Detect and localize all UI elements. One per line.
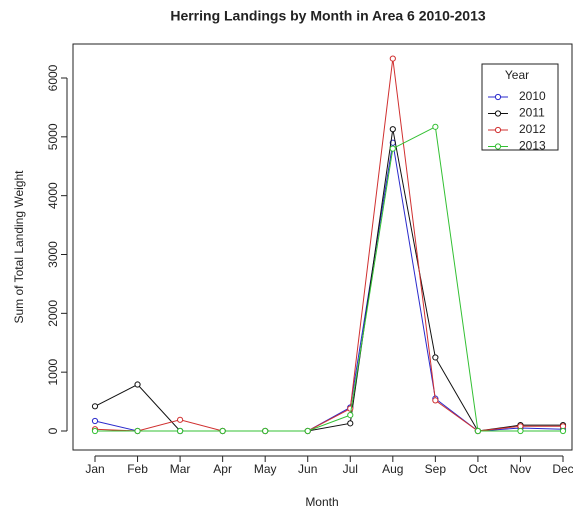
legend-marker <box>494 93 502 101</box>
point <box>517 427 524 435</box>
y-tick-label: 1000 <box>46 358 60 385</box>
x-tick-label: Dec <box>552 462 573 476</box>
plot-frame <box>72 43 573 451</box>
series-line <box>95 126 563 432</box>
point <box>262 427 269 435</box>
x-tick-label: Jan <box>85 462 104 476</box>
legend-label: 2012 <box>519 122 546 136</box>
point <box>134 381 141 388</box>
x-tick-label: Oct <box>469 462 488 476</box>
point <box>432 354 439 361</box>
series-line <box>94 142 564 432</box>
y-tick-label: 5000 <box>46 123 60 150</box>
x-axis-label: Month <box>305 495 338 509</box>
point <box>474 427 482 435</box>
point <box>134 427 141 435</box>
y-tick-label: 4000 <box>46 182 60 209</box>
y-tick-label: 3000 <box>46 241 60 268</box>
x-tick-label: Sep <box>425 462 447 476</box>
series-line <box>94 58 563 432</box>
x-tick-label: Aug <box>382 462 403 476</box>
legend-box <box>481 63 559 151</box>
x-tick-label: Apr <box>213 462 232 476</box>
x-tick-label: Jun <box>298 462 317 476</box>
point <box>176 427 184 435</box>
point <box>432 397 439 404</box>
point <box>91 427 99 435</box>
legend-marker <box>494 110 502 117</box>
point <box>432 123 439 130</box>
x-tick-label: May <box>254 462 277 476</box>
legend-label: 2011 <box>519 106 545 120</box>
legend-marker <box>494 143 502 150</box>
x-tick-label: Nov <box>510 462 531 476</box>
legend-label: 2013 <box>519 139 546 153</box>
x-tick-label: Mar <box>170 462 191 476</box>
point <box>347 420 354 427</box>
point <box>389 145 396 152</box>
legend-label: 2010 <box>519 89 546 103</box>
x-tick-label: Feb <box>127 462 148 476</box>
legend-title: Year <box>505 68 529 82</box>
point <box>347 412 354 419</box>
y-tick-label: 0 <box>46 427 60 434</box>
series-line <box>94 129 563 432</box>
point <box>389 55 396 62</box>
point <box>219 427 226 435</box>
legend-marker <box>494 126 502 134</box>
x-tick-label: Jul <box>343 462 358 476</box>
point <box>176 416 184 423</box>
point <box>91 403 99 410</box>
point <box>559 427 567 435</box>
y-tick-label: 6000 <box>46 64 60 91</box>
point <box>304 427 311 435</box>
point <box>389 126 396 133</box>
chart-title: Herring Landings by Month in Area 6 2010… <box>170 8 486 24</box>
y-axis-label: Sum of Total Landing Weight <box>12 170 26 324</box>
point <box>91 417 99 425</box>
y-tick-label: 2000 <box>46 300 60 327</box>
